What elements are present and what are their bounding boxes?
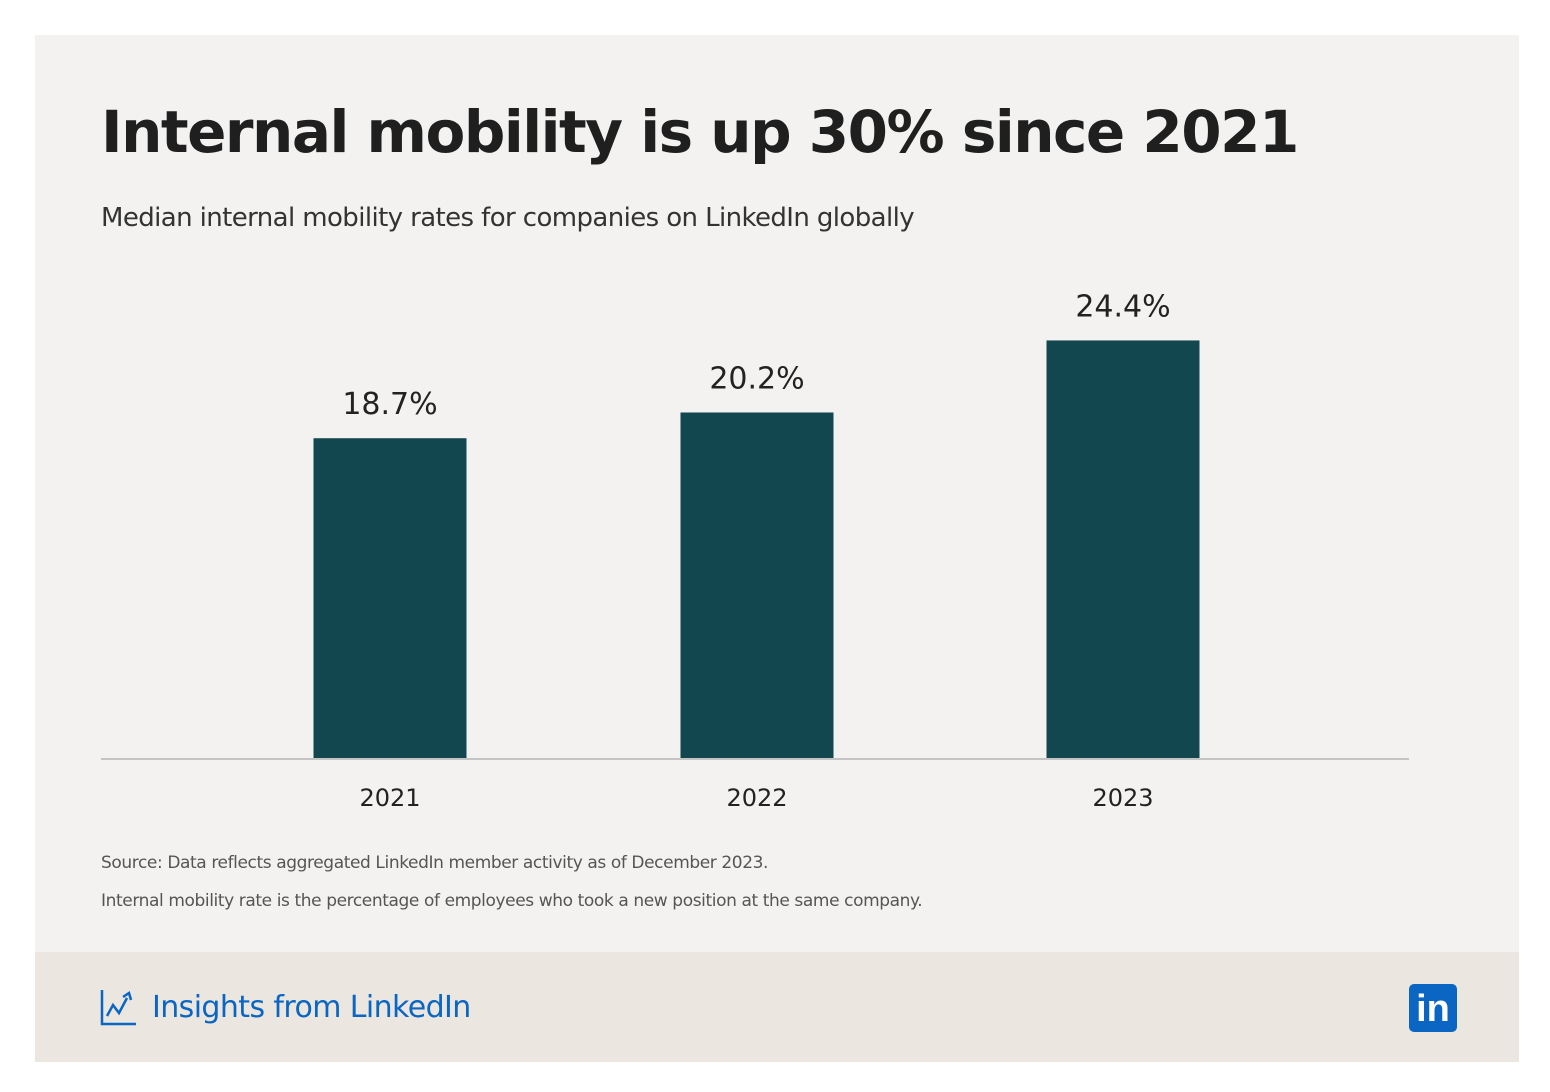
trend-chart-icon xyxy=(100,990,136,1026)
linkedin-logo: in xyxy=(1409,984,1457,1032)
chart-title: Internal mobility is up 30% since 2021 xyxy=(101,98,1299,166)
insights-brand: Insights from LinkedIn xyxy=(100,988,471,1026)
chart-subtitle: Median internal mobility rates for compa… xyxy=(101,203,915,233)
x-tick-label: 2023 xyxy=(1092,784,1153,812)
source-note: Source: Data reflects aggregated LinkedI… xyxy=(101,853,769,873)
footer-bar xyxy=(35,952,1519,1062)
data-label: 24.4% xyxy=(1075,289,1170,324)
bar-2023 xyxy=(1046,340,1200,759)
brand-label: Insights from LinkedIn xyxy=(152,989,471,1025)
x-tick-label: 2021 xyxy=(359,784,420,812)
x-tick-label: 2022 xyxy=(726,784,787,812)
definition-note: Internal mobility rate is the percentage… xyxy=(101,891,923,911)
data-label: 20.2% xyxy=(709,361,804,396)
bar-2022 xyxy=(680,412,834,759)
bar-2021 xyxy=(313,438,467,759)
data-label: 18.7% xyxy=(342,387,437,422)
